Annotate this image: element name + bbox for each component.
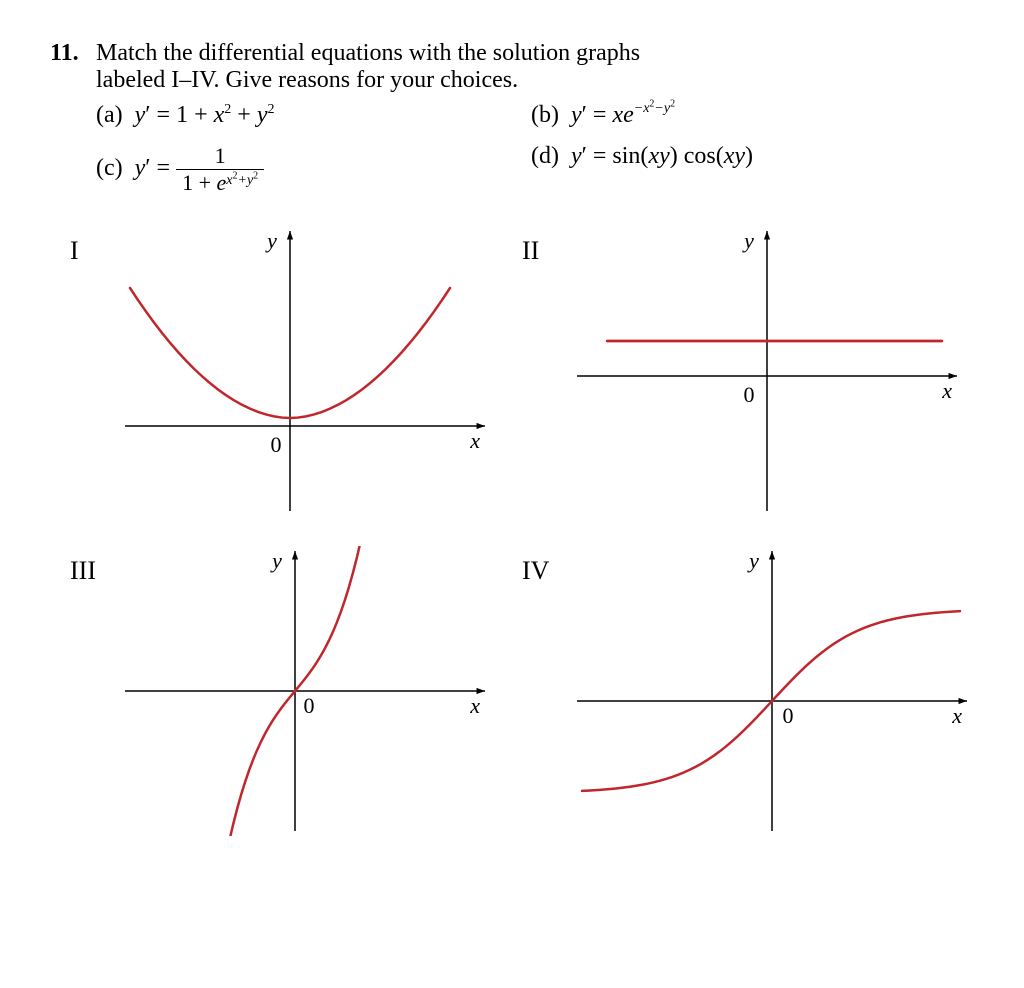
equation-c: (c) y′ = 1 1 + ex2+y2	[96, 143, 531, 196]
graph-II-roman: II	[522, 226, 572, 266]
equation-c-label: (c)	[96, 155, 123, 181]
graph-II-cell: II y x 0	[522, 226, 974, 516]
problem-text-line2: labeled I–IV. Give reasons for your choi…	[96, 67, 518, 93]
svg-text:y: y	[742, 228, 754, 253]
equation-b-label: (b)	[531, 102, 559, 128]
equations-row-2: (c) y′ = 1 1 + ex2+y2 (d) y′ = sin(xy) c…	[96, 143, 966, 196]
graph-I-svg: y x 0	[120, 226, 490, 516]
graph-IV-cell: IV y x 0	[522, 546, 974, 836]
equation-d-label: (d)	[531, 143, 559, 169]
problem-text-line1: Match the differential equations with th…	[96, 40, 640, 66]
svg-text:y: y	[747, 548, 759, 573]
graph-II-svg: y x 0	[572, 226, 962, 516]
graph-IV-svg: y x 0	[572, 546, 972, 836]
equation-a-label: (a)	[96, 102, 123, 128]
svg-text:x: x	[941, 378, 952, 403]
equations-row-1: (a) y′ = 1 + x2 + y2 (b) y′ = xe−x2−y2	[96, 102, 966, 129]
graph-row-1: I y x 0 II y x 0	[70, 226, 974, 516]
problem-text: Match the differential equations with th…	[96, 40, 966, 196]
svg-text:y: y	[265, 228, 277, 253]
graph-I-cell: I y x 0	[70, 226, 522, 516]
equation-d-math: y′ = sin(xy) cos(xy)	[571, 143, 753, 169]
graph-IV-roman: IV	[522, 546, 572, 586]
problem-block: 11. Match the differential equations wit…	[50, 40, 974, 196]
graphs-grid: I y x 0 II y x 0 III y x 0 IV y x 0	[50, 226, 974, 836]
svg-text:y: y	[270, 548, 282, 573]
svg-text:x: x	[951, 703, 962, 728]
problem-number: 11.	[50, 40, 90, 67]
equation-a: (a) y′ = 1 + x2 + y2	[96, 102, 531, 129]
graph-III-svg: y x 0	[120, 546, 490, 836]
graph-I-roman: I	[70, 226, 120, 266]
svg-text:0: 0	[783, 703, 794, 728]
graph-row-2: III y x 0 IV y x 0	[70, 546, 974, 836]
equation-b-math: y′ = xe−x2−y2	[571, 102, 675, 128]
equation-b: (b) y′ = xe−x2−y2	[531, 102, 966, 129]
equation-c-math: y′ = 1 1 + ex2+y2	[135, 155, 265, 181]
equation-d: (d) y′ = sin(xy) cos(xy)	[531, 143, 966, 196]
graph-III-roman: III	[70, 546, 120, 586]
graph-III-cell: III y x 0	[70, 546, 522, 836]
svg-text:x: x	[469, 693, 480, 718]
svg-text:0: 0	[304, 693, 315, 718]
svg-text:0: 0	[271, 432, 282, 457]
equation-a-math: y′ = 1 + x2 + y2	[135, 102, 275, 128]
svg-text:0: 0	[744, 382, 755, 407]
svg-text:x: x	[469, 428, 480, 453]
